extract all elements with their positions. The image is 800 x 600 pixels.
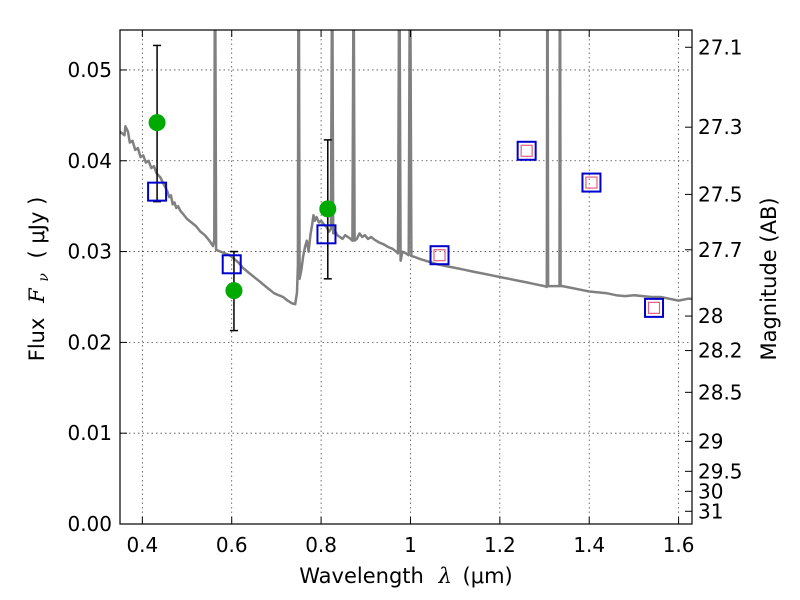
y2-tick-label: 27.1 bbox=[698, 35, 743, 59]
model-flux-square bbox=[316, 224, 337, 245]
tick-layer: 0.4 0.6 0.8 1 1.2 1.4 1.6 0.00 0.01 0.02 0.03 0.04 0… bbox=[67, 30, 743, 557]
data-layer bbox=[120, 30, 692, 332]
y2-tick-label: 29.5 bbox=[698, 459, 743, 483]
model-flux-inner-square bbox=[585, 176, 598, 189]
x-tick-label: 1.6 bbox=[663, 533, 695, 557]
model-flux-square bbox=[644, 297, 665, 318]
model-flux-square bbox=[429, 245, 450, 266]
y2-tick-label: 28.2 bbox=[698, 339, 743, 363]
model-flux-inner-square bbox=[520, 144, 533, 157]
model-flux-square bbox=[221, 254, 242, 275]
plot-frame bbox=[119, 29, 693, 525]
y2-tick-label: 27.5 bbox=[698, 182, 743, 206]
y-tick-label: 0.05 bbox=[67, 58, 112, 82]
model-flux-inner-square bbox=[433, 249, 446, 262]
y2-tick-label: 30 bbox=[698, 479, 723, 503]
model-spectrum-line bbox=[120, 30, 692, 306]
y-tick-label: 0.02 bbox=[67, 330, 112, 354]
model-flux-square bbox=[516, 140, 537, 161]
grid-layer bbox=[120, 30, 692, 525]
x-tick-label: 1.2 bbox=[484, 533, 516, 557]
y-axis-label: Flux F ν ( μJy ) bbox=[25, 197, 53, 362]
y2-tick-label: 28.5 bbox=[698, 380, 743, 404]
y2-tick-label: 27.3 bbox=[698, 115, 743, 139]
observed-flux-point bbox=[148, 114, 166, 132]
y-tick-label: 0.04 bbox=[67, 149, 112, 173]
x-tick-label: 1 bbox=[404, 533, 417, 557]
x-tick-label: 0.4 bbox=[126, 533, 158, 557]
y2-tick-label: 28 bbox=[698, 304, 723, 328]
observed-flux-point bbox=[225, 282, 243, 300]
y2-tick-label: 27.7 bbox=[698, 238, 743, 262]
y2-axis-label: Magnitude (AB) bbox=[757, 197, 781, 360]
x-tick-label: 0.6 bbox=[216, 533, 248, 557]
model-flux-square bbox=[147, 181, 168, 202]
y2-tick-label: 31 bbox=[698, 499, 723, 523]
y-tick-label: 0.03 bbox=[67, 240, 112, 264]
y-tick-label: 0.01 bbox=[67, 421, 112, 445]
y-tick-label: 0.00 bbox=[67, 512, 112, 536]
x-axis-label: Wavelength λ (μm) bbox=[299, 564, 512, 588]
model-flux-inner-square bbox=[647, 301, 661, 314]
x-tick-label: 1.4 bbox=[573, 533, 605, 557]
observed-flux-point bbox=[319, 200, 337, 218]
y2-tick-label: 29 bbox=[698, 429, 723, 453]
x-tick-label: 0.8 bbox=[305, 533, 337, 557]
model-flux-square bbox=[581, 172, 602, 193]
